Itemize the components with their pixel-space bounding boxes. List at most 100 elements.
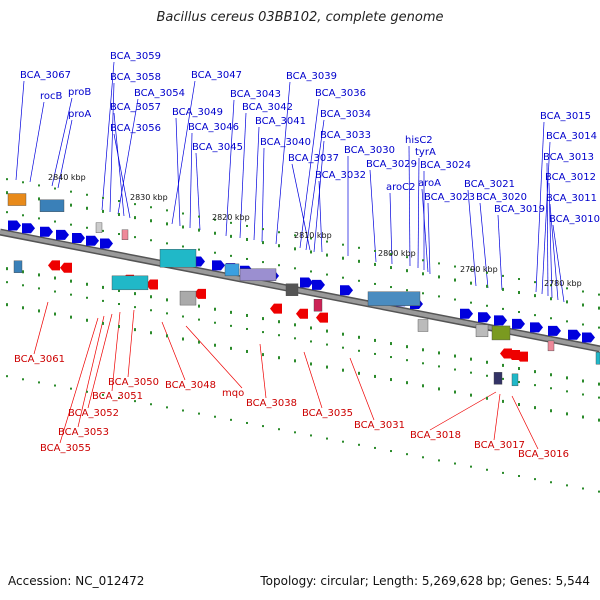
forward-gene-label: BCA_3036 — [315, 88, 366, 99]
track-tick — [182, 225, 184, 229]
track-tick — [246, 237, 248, 241]
track-tick — [150, 331, 152, 335]
track-tick — [230, 234, 232, 238]
forward-gene-label: BCA_3039 — [286, 71, 337, 82]
forward-leader-line — [51, 97, 73, 187]
forward-gene-label: BCA_3015 — [540, 111, 591, 122]
track-tick — [166, 298, 168, 302]
track-tick — [278, 320, 280, 324]
track-tick — [486, 374, 488, 377]
forward-gene-label: tyrA — [415, 147, 436, 158]
forward-gene-label: BCA_3014 — [546, 131, 597, 142]
reverse-leader-line — [161, 321, 186, 381]
track-tick — [566, 390, 568, 393]
track-tick — [582, 303, 584, 307]
track-tick — [262, 353, 264, 357]
kbp-scale-label: 2810 kbp — [294, 231, 332, 240]
track-tick — [278, 356, 280, 360]
forward-gene-label: BCA_3056 — [110, 123, 161, 134]
track-tick — [118, 303, 120, 306]
forward-gene-label: BCA_3067 — [20, 70, 71, 81]
track-tick — [390, 356, 392, 359]
track-tick — [598, 293, 600, 296]
track-tick — [502, 287, 504, 291]
track-tick — [70, 279, 72, 283]
forward-leader-line — [29, 101, 45, 183]
reverse-leader-line — [87, 313, 113, 409]
track-tick — [166, 209, 168, 212]
track-tick — [502, 307, 504, 310]
label-leader-lines — [15, 61, 565, 450]
track-tick — [534, 294, 536, 298]
forward-gene-label: BCA_3040 — [260, 137, 311, 148]
track-tick — [230, 324, 232, 327]
track-tick — [598, 326, 600, 329]
track-tick — [150, 206, 152, 209]
track-tick — [150, 309, 152, 312]
reverse-gene-label: BCA_3018 — [410, 430, 461, 441]
forward-gene-label: BCA_3049 — [172, 107, 223, 118]
track-tick — [374, 338, 376, 342]
forward-gene-label: BCA_3032 — [315, 170, 366, 181]
track-tick — [438, 295, 440, 298]
track-tick — [326, 365, 328, 369]
track-tick — [182, 409, 184, 412]
forward-leader-line — [253, 126, 260, 241]
track-tick — [70, 223, 72, 226]
forward-leader-line — [421, 188, 429, 273]
track-tick — [518, 403, 520, 407]
forward-leader-line — [109, 82, 115, 213]
reverse-leader-line — [259, 343, 267, 399]
track-tick — [134, 306, 136, 309]
track-tick — [214, 231, 216, 235]
reverse-leader-line — [185, 325, 243, 389]
track-tick — [390, 342, 392, 346]
forward-leader-line — [113, 112, 125, 217]
forward-leader-line — [541, 141, 551, 295]
forward-gene-label: BCA_3024 — [420, 160, 471, 171]
track-tick — [438, 275, 440, 279]
track-tick — [582, 415, 584, 419]
track-tick — [262, 331, 264, 334]
track-tick — [294, 234, 296, 237]
track-tick — [502, 363, 504, 367]
track-tick — [150, 239, 152, 242]
feature-box — [595, 352, 600, 365]
track-tick — [246, 421, 248, 424]
forward-gene-label: BCA_3058 — [110, 72, 161, 83]
track-tick — [294, 267, 296, 270]
track-tick — [230, 418, 232, 421]
reverse-gene-arrow — [194, 288, 206, 299]
reverse-gene-label: BCA_3038 — [246, 398, 297, 409]
track-tick — [198, 228, 200, 232]
track-tick — [598, 418, 600, 422]
forward-gene-label: BCA_3057 — [110, 102, 161, 113]
forward-leader-line — [117, 98, 139, 215]
reverse-gene-label: BCA_3048 — [165, 380, 216, 391]
forward-gene-arrow — [512, 318, 525, 329]
forward-gene-arrow — [300, 277, 313, 288]
forward-gene-label: BCA_3013 — [543, 152, 594, 163]
track-tick — [342, 243, 344, 246]
track-tick — [230, 221, 232, 224]
forward-leader-line — [549, 203, 559, 301]
track-tick — [230, 254, 232, 257]
forward-gene-arrow — [568, 329, 581, 340]
forward-leader-line — [546, 162, 549, 297]
track-tick — [310, 326, 312, 330]
forward-gene-label: BCA_3059 — [110, 51, 161, 62]
feature-box — [417, 319, 429, 332]
track-tick — [54, 312, 56, 316]
track-tick — [246, 349, 248, 353]
track-tick — [134, 236, 136, 239]
track-tick — [6, 281, 8, 284]
track-tick — [262, 261, 264, 264]
reverse-leader-line — [303, 351, 323, 409]
track-tick — [406, 345, 408, 349]
track-tick — [406, 381, 408, 385]
track-tick — [86, 390, 88, 393]
track-tick — [70, 190, 72, 193]
track-tick — [54, 290, 56, 293]
track-tick — [246, 313, 248, 317]
